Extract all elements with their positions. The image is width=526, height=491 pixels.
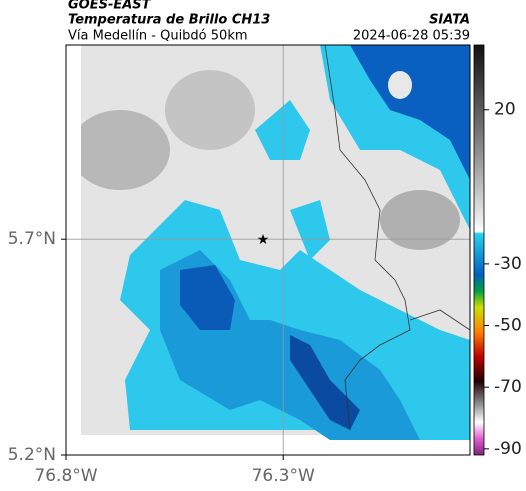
title: Temperatura de Brillo CH13 <box>68 13 270 28</box>
colorbar-tick-label: -50 <box>494 316 522 336</box>
lon-tick-label: 76.3°W <box>252 466 315 486</box>
subtitle: Vía Medellín - Quibdó 50km <box>68 29 248 44</box>
lon-tick-label: 76.8°W <box>34 466 97 486</box>
satellite-image <box>66 45 470 455</box>
colorbar <box>473 44 485 456</box>
brand: SIATA <box>429 13 470 28</box>
map-frame <box>65 44 471 456</box>
colorbar-tick-label: 20 <box>494 100 516 120</box>
graticule <box>66 45 470 455</box>
location-marker: ★ <box>257 232 270 248</box>
colorbar-tick-label: -90 <box>494 439 522 459</box>
lat-tick-label: 5.7°N <box>8 229 56 249</box>
timestamp: 2024-06-28 05:39 <box>353 29 470 44</box>
source: GOES-EAST <box>68 0 152 13</box>
colorbar-tick-label: -30 <box>494 254 522 274</box>
colorbar-tick-label: -70 <box>494 377 522 397</box>
lat-tick-label: 5.2°N <box>8 445 56 465</box>
